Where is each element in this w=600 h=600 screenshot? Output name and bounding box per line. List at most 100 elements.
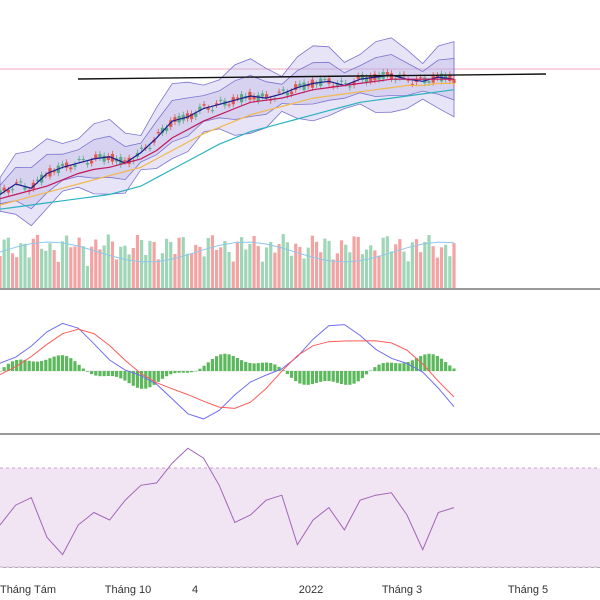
- volume-bar: [277, 244, 281, 288]
- x-axis-tick-label: Tháng 3: [382, 584, 422, 596]
- macd-histogram-bar: [323, 371, 327, 382]
- macd-histogram-bar: [281, 370, 285, 371]
- macd-histogram-bar: [381, 363, 385, 371]
- volume-bar: [227, 251, 231, 288]
- candle-body: [160, 127, 165, 133]
- volume-bar: [144, 255, 148, 288]
- volume-bar: [402, 251, 406, 288]
- volume-moving-average: [0, 241, 455, 263]
- volume-bar: [127, 254, 131, 288]
- volume-bar: [214, 249, 219, 288]
- macd-histogram-bar: [44, 359, 48, 371]
- volume-bar: [414, 239, 419, 288]
- x-axis-tick-label: 2022: [299, 584, 323, 596]
- macd-histogram-bar: [102, 371, 106, 377]
- macd-histogram-bar: [202, 365, 206, 371]
- candle-body: [444, 75, 448, 80]
- candle-body: [402, 74, 406, 76]
- volume-bar: [398, 239, 402, 288]
- macd-histogram-bar: [335, 371, 339, 383]
- volume-bar: [431, 246, 435, 288]
- volume-bar: [52, 250, 56, 288]
- candle-body: [348, 86, 352, 88]
- volume-bar: [339, 240, 344, 288]
- macd-histogram-bar: [406, 362, 410, 371]
- volume-bar: [369, 245, 373, 288]
- volume-bar: [69, 247, 73, 288]
- candle-body: [173, 117, 177, 122]
- candle-body: [369, 75, 373, 82]
- macd-histogram-bar: [144, 371, 148, 389]
- volume-bar: [160, 253, 165, 288]
- volume-bar: [302, 258, 306, 288]
- macd-histogram-bar: [298, 371, 302, 384]
- x-axis-tick-label: Tháng 10: [105, 584, 151, 596]
- volume-bar: [235, 241, 240, 288]
- volume-bar: [319, 252, 323, 288]
- candle-body: [202, 104, 206, 106]
- macd-histogram-bar: [0, 371, 2, 372]
- candle-body: [6, 190, 10, 193]
- volume-bar: [356, 236, 360, 288]
- volume-bar: [19, 243, 23, 288]
- candle-body: [277, 91, 281, 93]
- macd-histogram-bar: [35, 361, 40, 371]
- volume-bar: [310, 235, 314, 288]
- volume-bar: [231, 261, 235, 288]
- volume-bar: [60, 241, 65, 288]
- macd-histogram-bar: [244, 361, 248, 371]
- volume-bar: [298, 246, 302, 288]
- volume-bar: [256, 246, 260, 288]
- candle-body: [198, 106, 202, 111]
- volume-bar: [439, 247, 444, 288]
- macd-histogram-bar: [294, 371, 298, 382]
- trendline: [77, 73, 547, 80]
- macd-histogram-bar: [419, 356, 423, 371]
- volume-bar: [360, 254, 364, 288]
- macd-histogram-bar: [23, 360, 27, 371]
- macd-histogram-bar: [85, 371, 90, 372]
- volume-bar: [260, 261, 265, 288]
- volume-bar: [444, 244, 448, 288]
- macd-histogram-bar: [110, 371, 115, 377]
- macd-histogram-bar: [106, 371, 110, 377]
- macd-histogram-bar: [369, 370, 373, 372]
- candle-body: [335, 83, 339, 86]
- moving-average-mid: [0, 78, 454, 200]
- candle-body: [98, 153, 102, 158]
- candle-body: [156, 131, 160, 134]
- macd-histogram-bar: [6, 363, 10, 371]
- macd-histogram-bar: [140, 371, 144, 389]
- macd-histogram-bar: [348, 371, 352, 385]
- candle-body: [169, 120, 173, 127]
- candle-body: [281, 89, 285, 91]
- volume-bar: [106, 234, 110, 288]
- volume-bar: [219, 247, 223, 288]
- candle-body: [85, 162, 90, 165]
- candle-body: [52, 171, 56, 173]
- macd-histogram-bar: [435, 356, 439, 371]
- volume-bar: [169, 241, 173, 288]
- volume-bar: [198, 246, 202, 288]
- macd-histogram-bar: [185, 371, 190, 373]
- candle-body: [406, 79, 410, 81]
- volume-bar: [364, 249, 369, 288]
- candle-body: [73, 164, 77, 168]
- volume-bar: [373, 250, 377, 288]
- candle-body: [189, 113, 194, 120]
- macd-histogram-bar: [219, 354, 223, 371]
- macd-histogram-bar: [169, 371, 173, 375]
- volume-bar: [389, 251, 394, 288]
- macd-histogram-bar: [135, 371, 140, 388]
- candle-body: [364, 77, 369, 83]
- macd-histogram-bar: [414, 358, 419, 371]
- candle-body: [10, 189, 15, 191]
- volume-bar: [452, 243, 456, 288]
- macd-histogram-bar: [373, 367, 377, 371]
- macd-histogram-bar: [360, 371, 364, 379]
- candle-body: [285, 92, 289, 96]
- volume-bar: [385, 236, 389, 288]
- candle-body: [294, 84, 298, 90]
- volume-bar: [394, 244, 398, 288]
